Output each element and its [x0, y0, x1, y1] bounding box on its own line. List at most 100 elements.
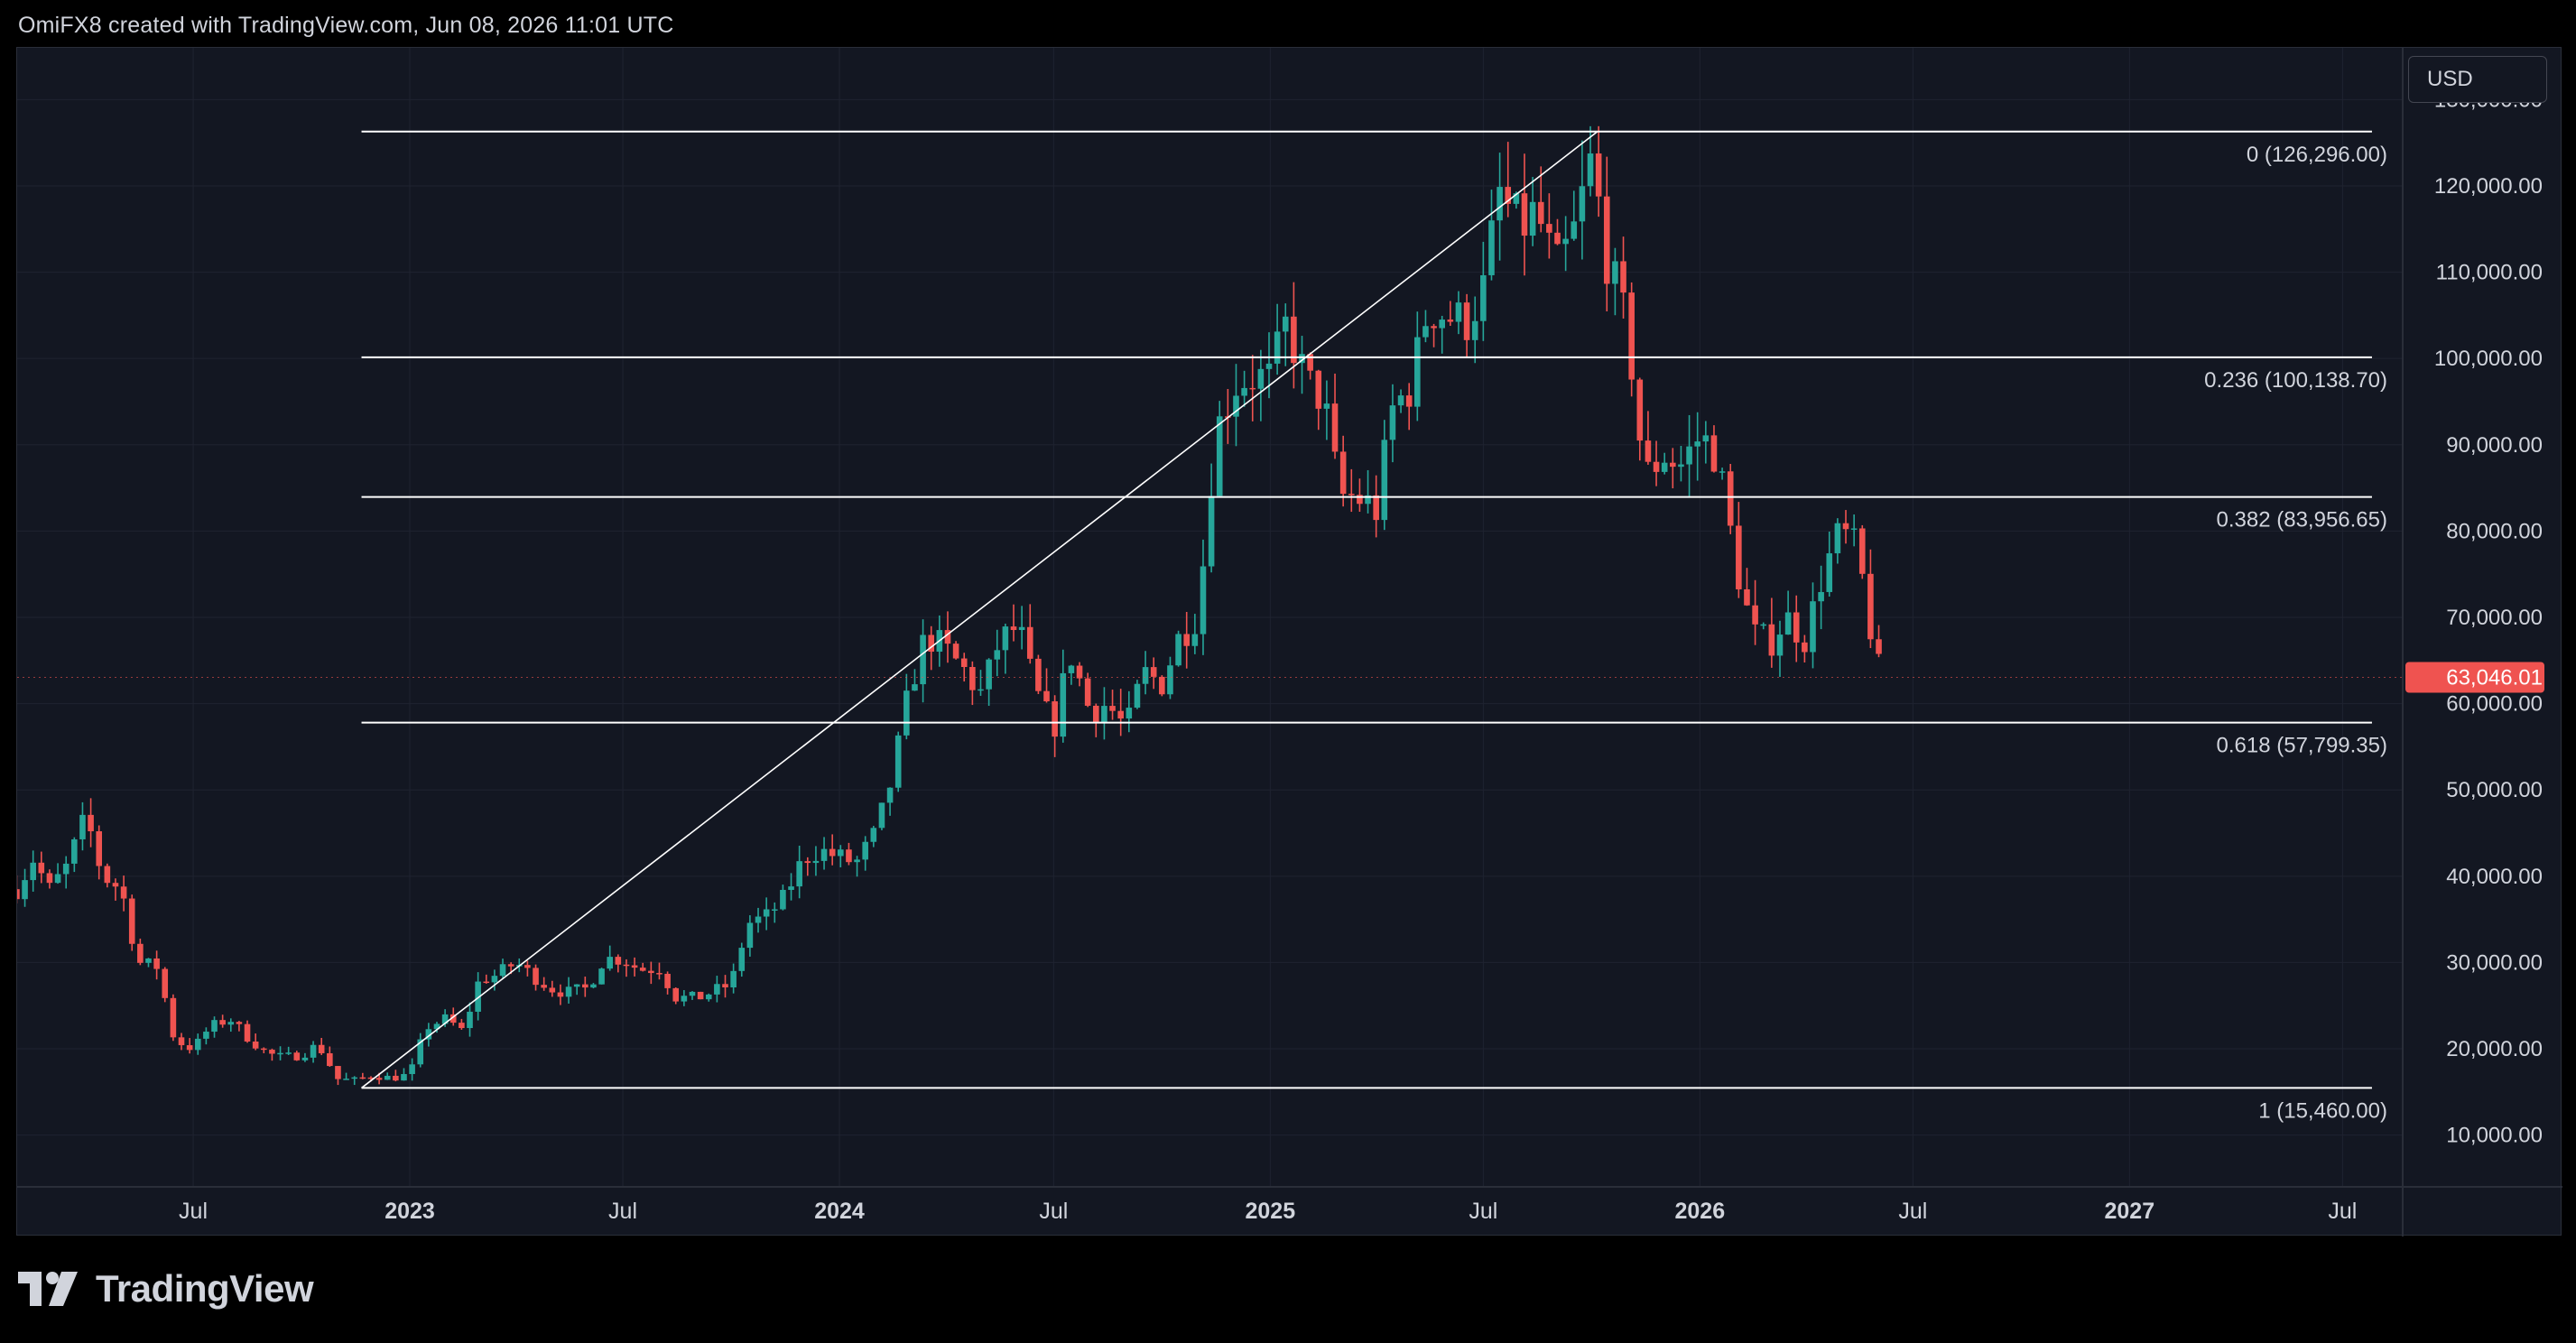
- candle-body: [79, 814, 86, 839]
- candle-body: [672, 987, 680, 1002]
- candle-body: [1299, 354, 1305, 364]
- time-tick-label: Jul: [1898, 1199, 1927, 1224]
- currency-selector[interactable]: USD: [2408, 56, 2547, 103]
- candle-body: [1233, 395, 1239, 417]
- candle-body: [120, 886, 127, 899]
- candle-body: [1867, 573, 1874, 640]
- candle-body: [1200, 566, 1207, 634]
- candle-body: [441, 1014, 449, 1024]
- candle-body: [393, 1075, 399, 1081]
- candle-body: [401, 1074, 407, 1081]
- candle-body: [1150, 667, 1157, 677]
- candle-body: [507, 964, 514, 967]
- candle-body: [978, 689, 984, 691]
- candle-body: [1365, 495, 1371, 505]
- tradingview-logo[interactable]: TradingView: [18, 1262, 314, 1316]
- time-axis[interactable]: Jul 2023 Jul 2024 Jul 2025 Jul 2026 Jul 2027 Jul: [17, 1186, 2562, 1224]
- candlestick-chart[interactable]: 0 (126,296.00) 0.236 (100,138.70) 0.382 (8…: [17, 48, 2562, 1236]
- price-tick-label: 20,000.00: [2446, 1037, 2543, 1061]
- candle-body: [1653, 461, 1660, 472]
- candle-body: [838, 849, 844, 857]
- candle-body: [153, 958, 160, 969]
- candle-body: [1628, 292, 1635, 380]
- candle-body: [459, 1023, 465, 1029]
- candle-body: [244, 1023, 251, 1042]
- candle-body: [1802, 642, 1808, 653]
- price-tick-label: 30,000.00: [2446, 950, 2543, 975]
- candle-body: [1109, 706, 1116, 711]
- candle-body: [1793, 612, 1800, 643]
- candle-body: [491, 976, 498, 983]
- candle-body: [137, 943, 144, 963]
- candle-body: [1834, 523, 1841, 554]
- trendline[interactable]: [361, 131, 1598, 1089]
- candle-body: [1858, 528, 1866, 574]
- candle-body: [1257, 368, 1265, 389]
- candle-body: [1496, 187, 1503, 221]
- candle-body: [590, 984, 597, 988]
- candle-body: [1636, 379, 1644, 441]
- candle-body: [1842, 523, 1849, 530]
- candle-body: [1076, 665, 1083, 679]
- candle-body: [746, 922, 754, 949]
- candle-body: [944, 630, 951, 644]
- candle-body: [1191, 634, 1199, 646]
- candle-body: [1670, 462, 1676, 468]
- candle-body: [1471, 320, 1478, 340]
- candle-body: [409, 1064, 415, 1075]
- candle-body: [128, 898, 135, 944]
- candle-body: [145, 958, 152, 963]
- candle-body: [524, 965, 531, 968]
- candle-body: [598, 968, 605, 985]
- candle-body: [1084, 678, 1091, 706]
- candle-body: [952, 644, 959, 659]
- candle-body: [54, 874, 61, 884]
- candle-body: [1587, 153, 1594, 187]
- grid: [17, 48, 2403, 1187]
- fibonacci-retracement[interactable]: 0 (126,296.00) 0.236 (100,138.70) 0.382 (8…: [361, 130, 2387, 1124]
- candle-body: [1645, 440, 1652, 462]
- candle-body: [730, 970, 737, 988]
- candle-body: [1134, 683, 1141, 709]
- candle-body: [260, 1048, 267, 1051]
- candle-body: [771, 909, 778, 911]
- candle-body: [1810, 601, 1816, 653]
- candle-body: [1101, 706, 1107, 724]
- candle-body: [738, 948, 746, 971]
- candle-body: [170, 997, 177, 1038]
- candle-body: [1612, 261, 1618, 284]
- candle-body: [1546, 224, 1552, 233]
- candle-body: [1348, 494, 1355, 496]
- candle-body: [1603, 196, 1610, 284]
- candle-body: [1282, 316, 1289, 332]
- candle-body: [870, 828, 877, 842]
- candle-body: [1529, 201, 1536, 236]
- candle-body: [1249, 387, 1256, 390]
- time-tick-label: Jul: [1039, 1199, 1068, 1224]
- candle-body: [1686, 446, 1692, 465]
- candle-body: [1117, 710, 1124, 719]
- price-tick-label: 110,000.00: [2436, 261, 2543, 285]
- candle-body: [854, 859, 860, 863]
- candle-body: [351, 1077, 358, 1079]
- candle-body: [994, 650, 1001, 660]
- candle-body: [1265, 363, 1273, 369]
- candle-body: [211, 1020, 218, 1033]
- price-tick-label: 60,000.00: [2446, 692, 2543, 717]
- candle-body: [318, 1044, 325, 1053]
- candle-body: [1422, 326, 1429, 338]
- candle-body: [615, 957, 622, 965]
- tradingview-logo-icon: [18, 1272, 78, 1306]
- chart-panel[interactable]: 0 (126,296.00) 0.236 (100,138.70) 0.382 (8…: [16, 47, 2562, 1236]
- fib-level-label: 0.382 (83,956.65): [2217, 508, 2387, 533]
- candle-body: [722, 984, 728, 988]
- price-axis[interactable]: 10,000.00 20,000.00 30,000.00 40,000.00 50,0…: [17, 48, 2544, 1236]
- candle-body: [1307, 354, 1313, 371]
- candle-body: [656, 973, 663, 975]
- candle-body: [573, 984, 580, 987]
- candle-body: [1010, 626, 1017, 631]
- candle-body: [1447, 320, 1454, 322]
- candle-body: [878, 802, 885, 829]
- candle-body: [1126, 708, 1133, 719]
- candle-body: [639, 968, 646, 971]
